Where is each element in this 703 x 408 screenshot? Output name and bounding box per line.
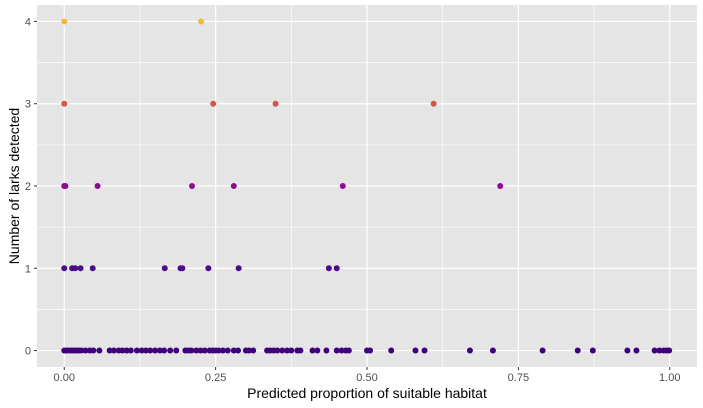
data-point (575, 348, 581, 354)
x-tick-label: 0.50 (356, 372, 377, 384)
data-point (235, 348, 241, 354)
data-point (179, 265, 185, 271)
data-point (205, 265, 211, 271)
data-point (497, 183, 503, 189)
data-point (128, 348, 134, 354)
data-point (198, 18, 204, 24)
x-tick-label: 1.00 (659, 372, 680, 384)
data-point (540, 348, 546, 354)
y-tick-label: 1 (25, 263, 31, 275)
data-point (467, 348, 473, 354)
data-point (162, 265, 168, 271)
data-point (173, 348, 179, 354)
data-point (210, 101, 216, 107)
data-point (225, 348, 231, 354)
data-point (590, 348, 596, 354)
data-point (288, 348, 294, 354)
data-point (61, 265, 67, 271)
data-point (62, 183, 68, 189)
y-tick-label: 4 (25, 16, 31, 28)
data-point (167, 348, 173, 354)
data-point (323, 348, 329, 354)
data-point (95, 183, 101, 189)
data-point (72, 265, 78, 271)
data-point (412, 348, 418, 354)
data-point (334, 265, 340, 271)
x-tick-label: 0.25 (205, 372, 226, 384)
data-point (340, 183, 346, 189)
x-axis-title: Predicted proportion of suitable habitat (247, 385, 487, 401)
data-point (236, 265, 242, 271)
data-point (96, 348, 102, 354)
data-point (90, 348, 96, 354)
y-axis-title: Number of larks detected (6, 108, 22, 264)
data-point (326, 265, 332, 271)
data-point (388, 348, 394, 354)
data-point (78, 265, 84, 271)
data-point (367, 348, 373, 354)
data-point (250, 348, 256, 354)
data-point (666, 348, 672, 354)
data-point (61, 101, 67, 107)
data-point (314, 348, 320, 354)
data-point (90, 265, 96, 271)
y-tick-label: 2 (25, 181, 31, 193)
data-point (346, 348, 352, 354)
data-point (624, 348, 630, 354)
data-point (422, 348, 428, 354)
data-point (231, 183, 237, 189)
x-tick-label: 0.75 (508, 372, 529, 384)
data-point (297, 348, 303, 354)
data-point (431, 101, 437, 107)
data-point (490, 348, 496, 354)
x-tick-label: 0.00 (54, 372, 75, 384)
data-point (161, 348, 167, 354)
y-tick-label: 0 (25, 346, 31, 358)
data-point (189, 183, 195, 189)
data-point (273, 101, 279, 107)
y-tick-label: 3 (25, 99, 31, 111)
data-point (633, 348, 639, 354)
data-point (61, 18, 67, 24)
